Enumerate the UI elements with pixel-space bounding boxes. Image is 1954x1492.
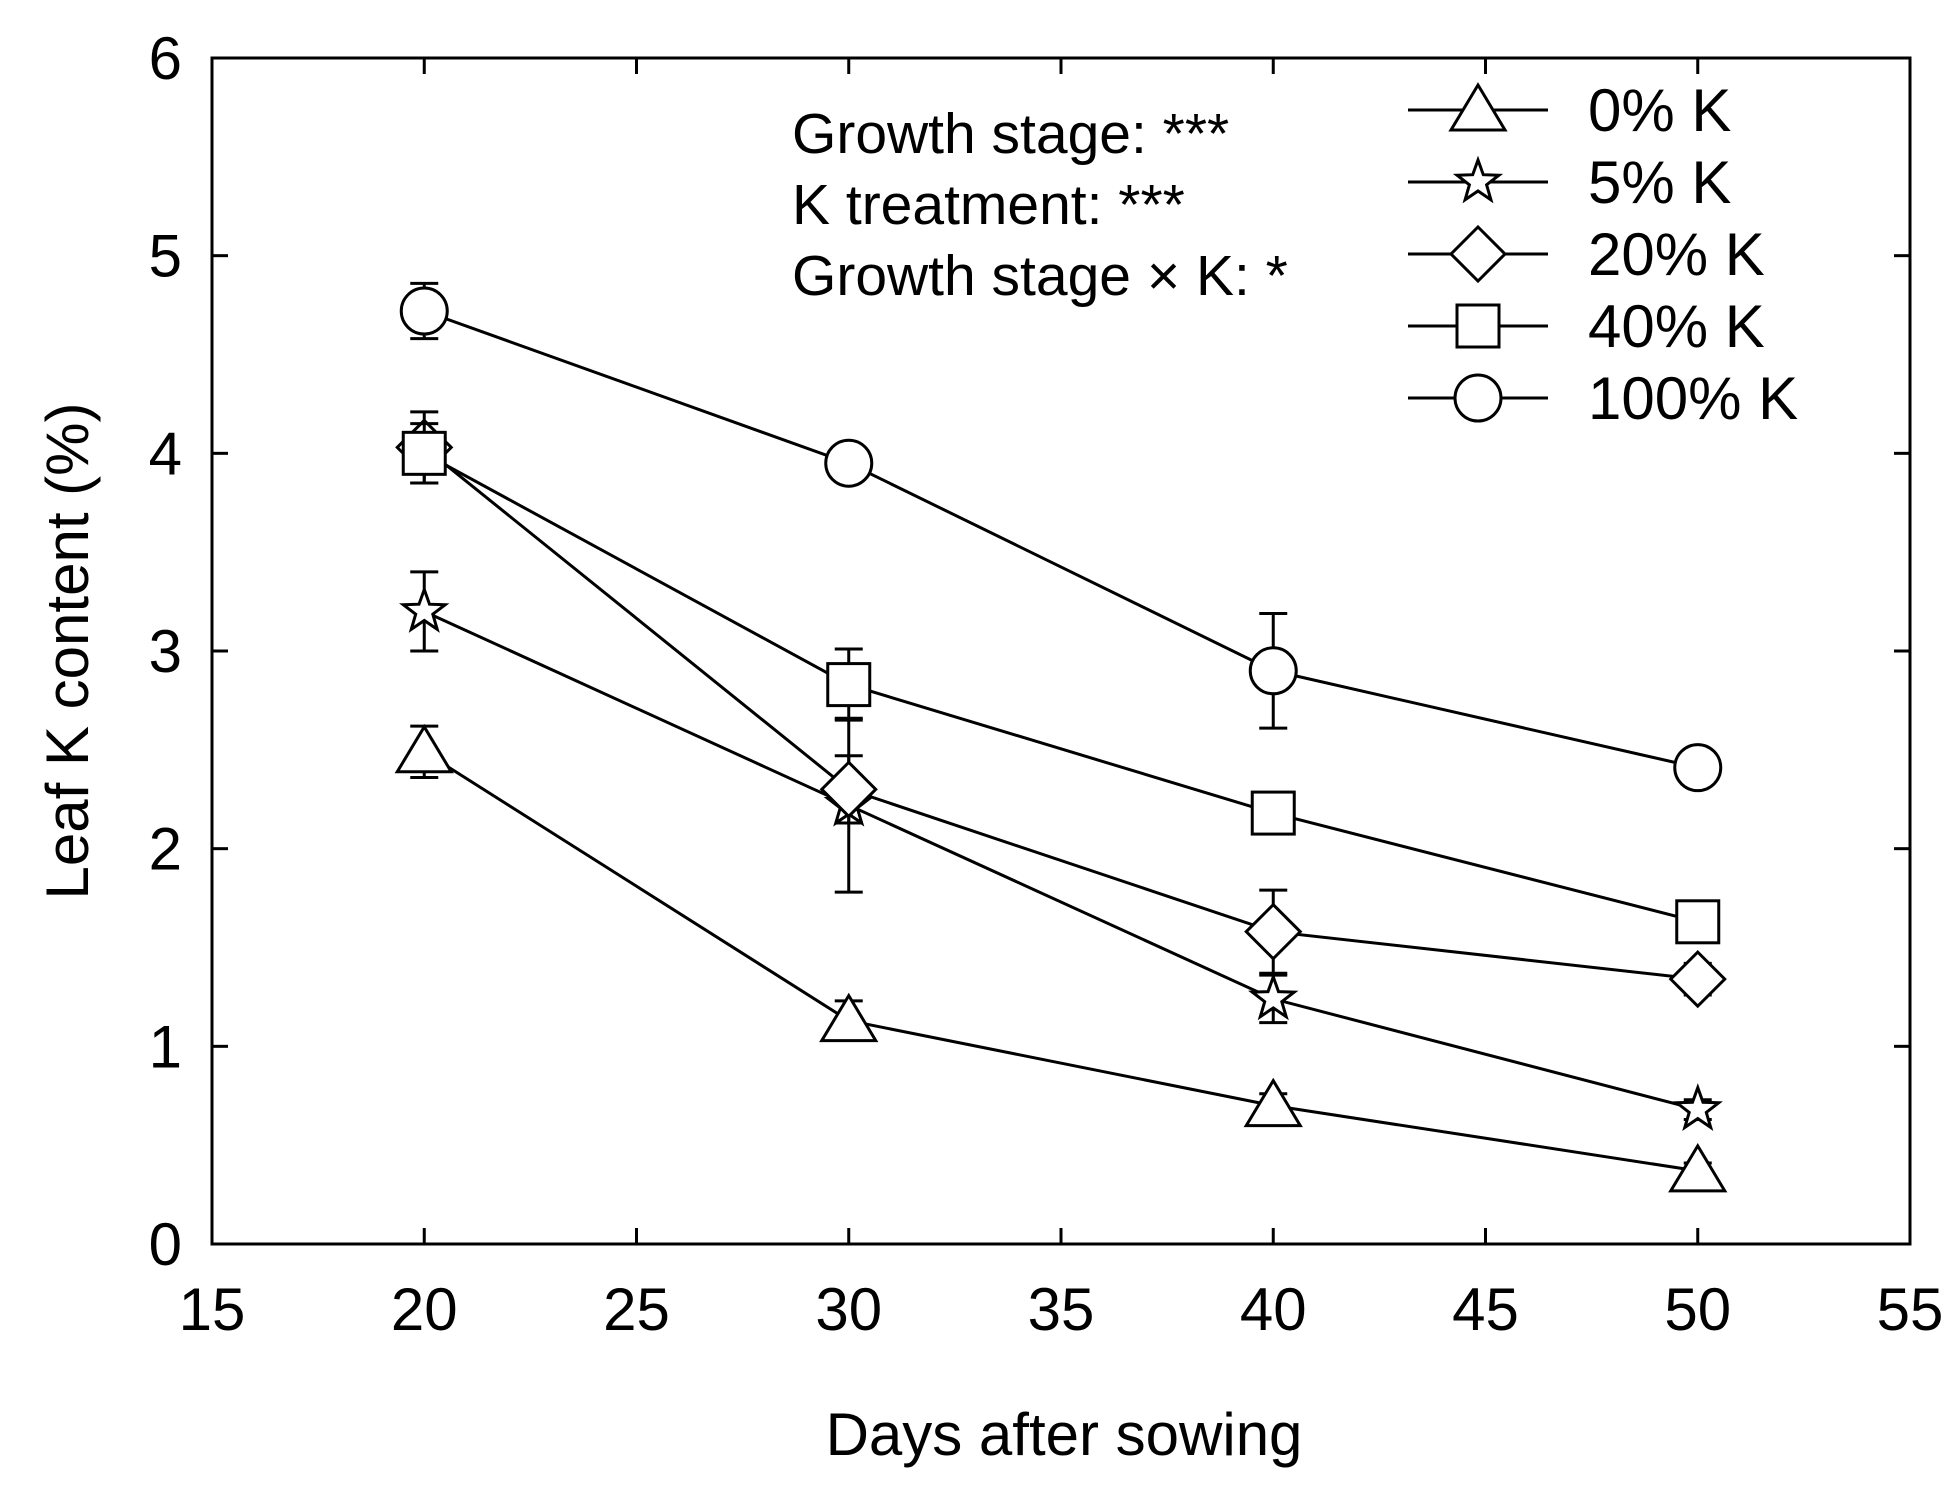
legend-label: 0% K — [1588, 77, 1731, 144]
legend-label: 40% K — [1588, 293, 1765, 360]
legend-entry: 20% K — [1408, 221, 1765, 288]
legend-marker — [1448, 224, 1508, 284]
y-tick-label: 6 — [149, 25, 182, 92]
data-point — [1248, 972, 1299, 1021]
data-point — [819, 992, 879, 1043]
data-point — [1243, 1077, 1303, 1128]
y-tick-label: 2 — [149, 816, 182, 883]
legend-label: 5% K — [1588, 149, 1731, 216]
x-tick-label: 25 — [603, 1276, 670, 1343]
data-point — [1672, 1083, 1723, 1132]
legend-marker — [1452, 155, 1504, 204]
data-point — [1244, 902, 1303, 961]
series-layer — [394, 281, 1728, 1193]
data-point — [1673, 743, 1723, 793]
series-40pct-k — [401, 422, 1721, 945]
series-5pct-k — [399, 570, 1723, 1132]
series-20pct-k — [395, 410, 1727, 1009]
data-point — [1675, 899, 1721, 945]
y-tick-label: 4 — [149, 420, 182, 487]
data-point — [399, 585, 450, 633]
stats-annotation: Growth stage: *** — [792, 102, 1229, 166]
x-tick-label: 35 — [1028, 1276, 1095, 1343]
legend-label: 20% K — [1588, 221, 1765, 288]
x-tick-label: 20 — [391, 1276, 458, 1343]
y-tick-label: 3 — [149, 618, 182, 685]
series-line — [423, 309, 1699, 770]
data-point — [394, 723, 454, 774]
data-point — [1248, 646, 1298, 696]
series-100pct-k — [399, 281, 1723, 793]
data-point — [819, 760, 878, 819]
x-tick-label: 40 — [1240, 1276, 1307, 1343]
y-tick-label: 0 — [149, 1211, 182, 1278]
legend-entry: 0% K — [1408, 77, 1731, 144]
y-tick-label: 1 — [149, 1013, 182, 1080]
data-point — [1668, 1142, 1728, 1193]
stats-annotation: Growth stage × K: * — [792, 244, 1288, 308]
series-line — [423, 750, 1698, 1173]
stats-annotation: K treatment: *** — [792, 173, 1185, 237]
series-line — [423, 610, 1699, 1112]
annotations: Growth stage: *** K treatment: *** Growth … — [792, 102, 1288, 308]
series-line — [423, 446, 1698, 981]
legend-label: 100% K — [1588, 365, 1798, 432]
data-point — [1668, 950, 1727, 1009]
data-point — [1250, 790, 1296, 836]
legend-marker — [1448, 82, 1508, 132]
y-axis-title: Leaf K content (%) — [34, 403, 101, 900]
series-line — [423, 452, 1699, 924]
data-point — [826, 662, 872, 708]
legend-marker — [1455, 303, 1501, 349]
x-tick-label: 55 — [1877, 1276, 1944, 1343]
series-0pct-k — [394, 723, 1728, 1193]
data-point — [399, 286, 449, 336]
x-tick-label: 15 — [179, 1276, 246, 1343]
x-tick-label: 50 — [1664, 1276, 1731, 1343]
legend-marker — [1453, 373, 1503, 423]
x-axis-title: Days after sowing — [826, 1401, 1303, 1468]
legend-entry: 40% K — [1408, 293, 1765, 360]
data-point — [401, 430, 447, 476]
legend-entry: 5% K — [1408, 149, 1731, 216]
x-tick-label: 30 — [815, 1276, 882, 1343]
y-tick-label: 5 — [149, 223, 182, 290]
x-tick-label: 45 — [1452, 1276, 1519, 1343]
legend-entry: 100% K — [1408, 365, 1798, 432]
data-point — [824, 438, 874, 488]
